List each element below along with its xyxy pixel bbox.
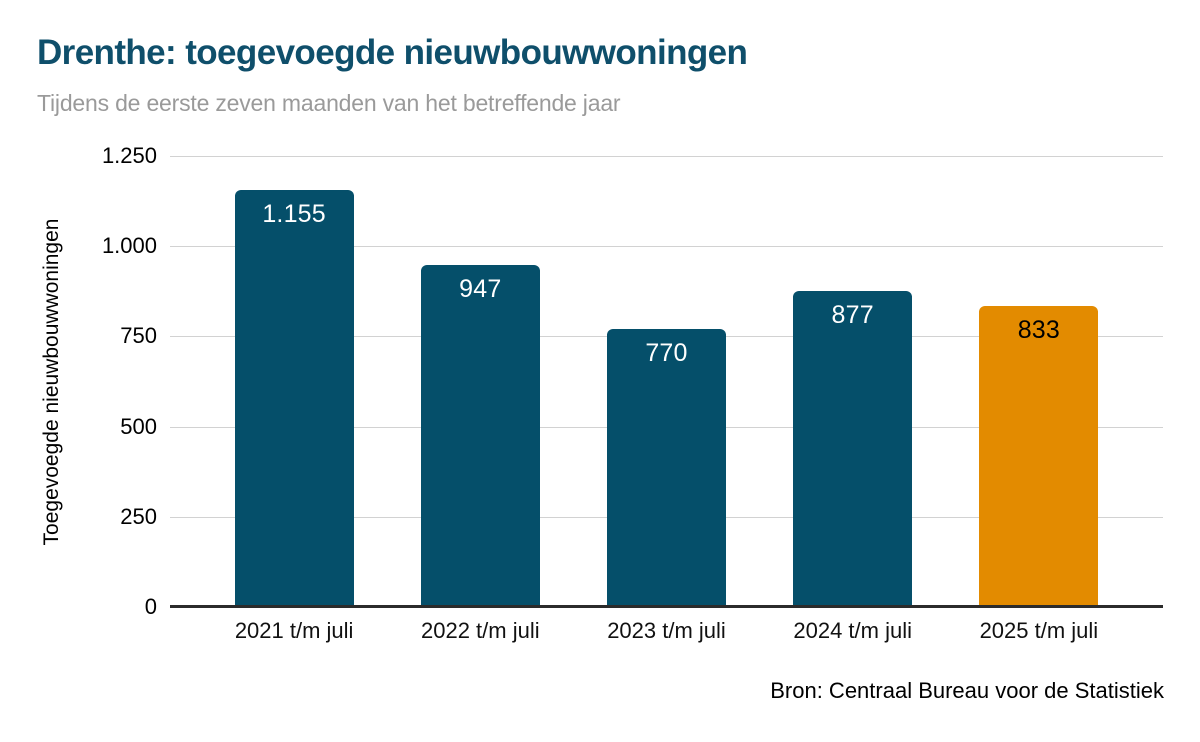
y-axis-tick-labels: 0 250 500 750 1.000 1.250 (0, 145, 157, 618)
gridline (170, 156, 1163, 157)
bar-value-label: 770 (645, 339, 688, 368)
y-tick-label: 250 (120, 503, 157, 529)
source-attribution: Bron: Centraal Bureau voor de Statistiek (770, 678, 1164, 703)
chart-title: Drenthe: toegevoegde nieuwbouwwoningen (37, 33, 748, 72)
bar-2023: 770 (606, 329, 727, 607)
x-axis-line (170, 605, 1163, 608)
y-tick-label: 0 (144, 594, 157, 619)
bar-value-label: 947 (459, 275, 502, 304)
gridline (170, 246, 1163, 248)
x-tick-label: 2025 t/m juli (979, 618, 1099, 643)
bar-value-label: 1.155 (262, 200, 326, 229)
bar-value-label: 877 (831, 300, 874, 329)
y-tick-label: 1.000 (101, 233, 157, 259)
x-tick-label: 2022 t/m juli (421, 618, 540, 643)
chart-subtitle: Tijdens de eerste zeven maanden van het … (37, 90, 621, 116)
x-tick-label: 2024 t/m juli (793, 618, 912, 643)
bar-2024: 877 (793, 290, 913, 607)
y-tick-label: 500 (120, 413, 157, 439)
bar-2025: 833 (979, 306, 1099, 607)
bar-2022: 947 (420, 265, 540, 607)
plot-area: 1.155 947 770 877 833 (170, 156, 1163, 608)
y-tick-label: 750 (120, 323, 157, 349)
x-tick-label: 2021 t/m juli (234, 618, 354, 643)
x-tick-label: 2023 t/m juli (607, 618, 726, 643)
bar-2021: 1.155 (234, 190, 354, 607)
y-tick-label: 1.250 (101, 143, 157, 168)
bar-value-label: 833 (1017, 316, 1061, 345)
